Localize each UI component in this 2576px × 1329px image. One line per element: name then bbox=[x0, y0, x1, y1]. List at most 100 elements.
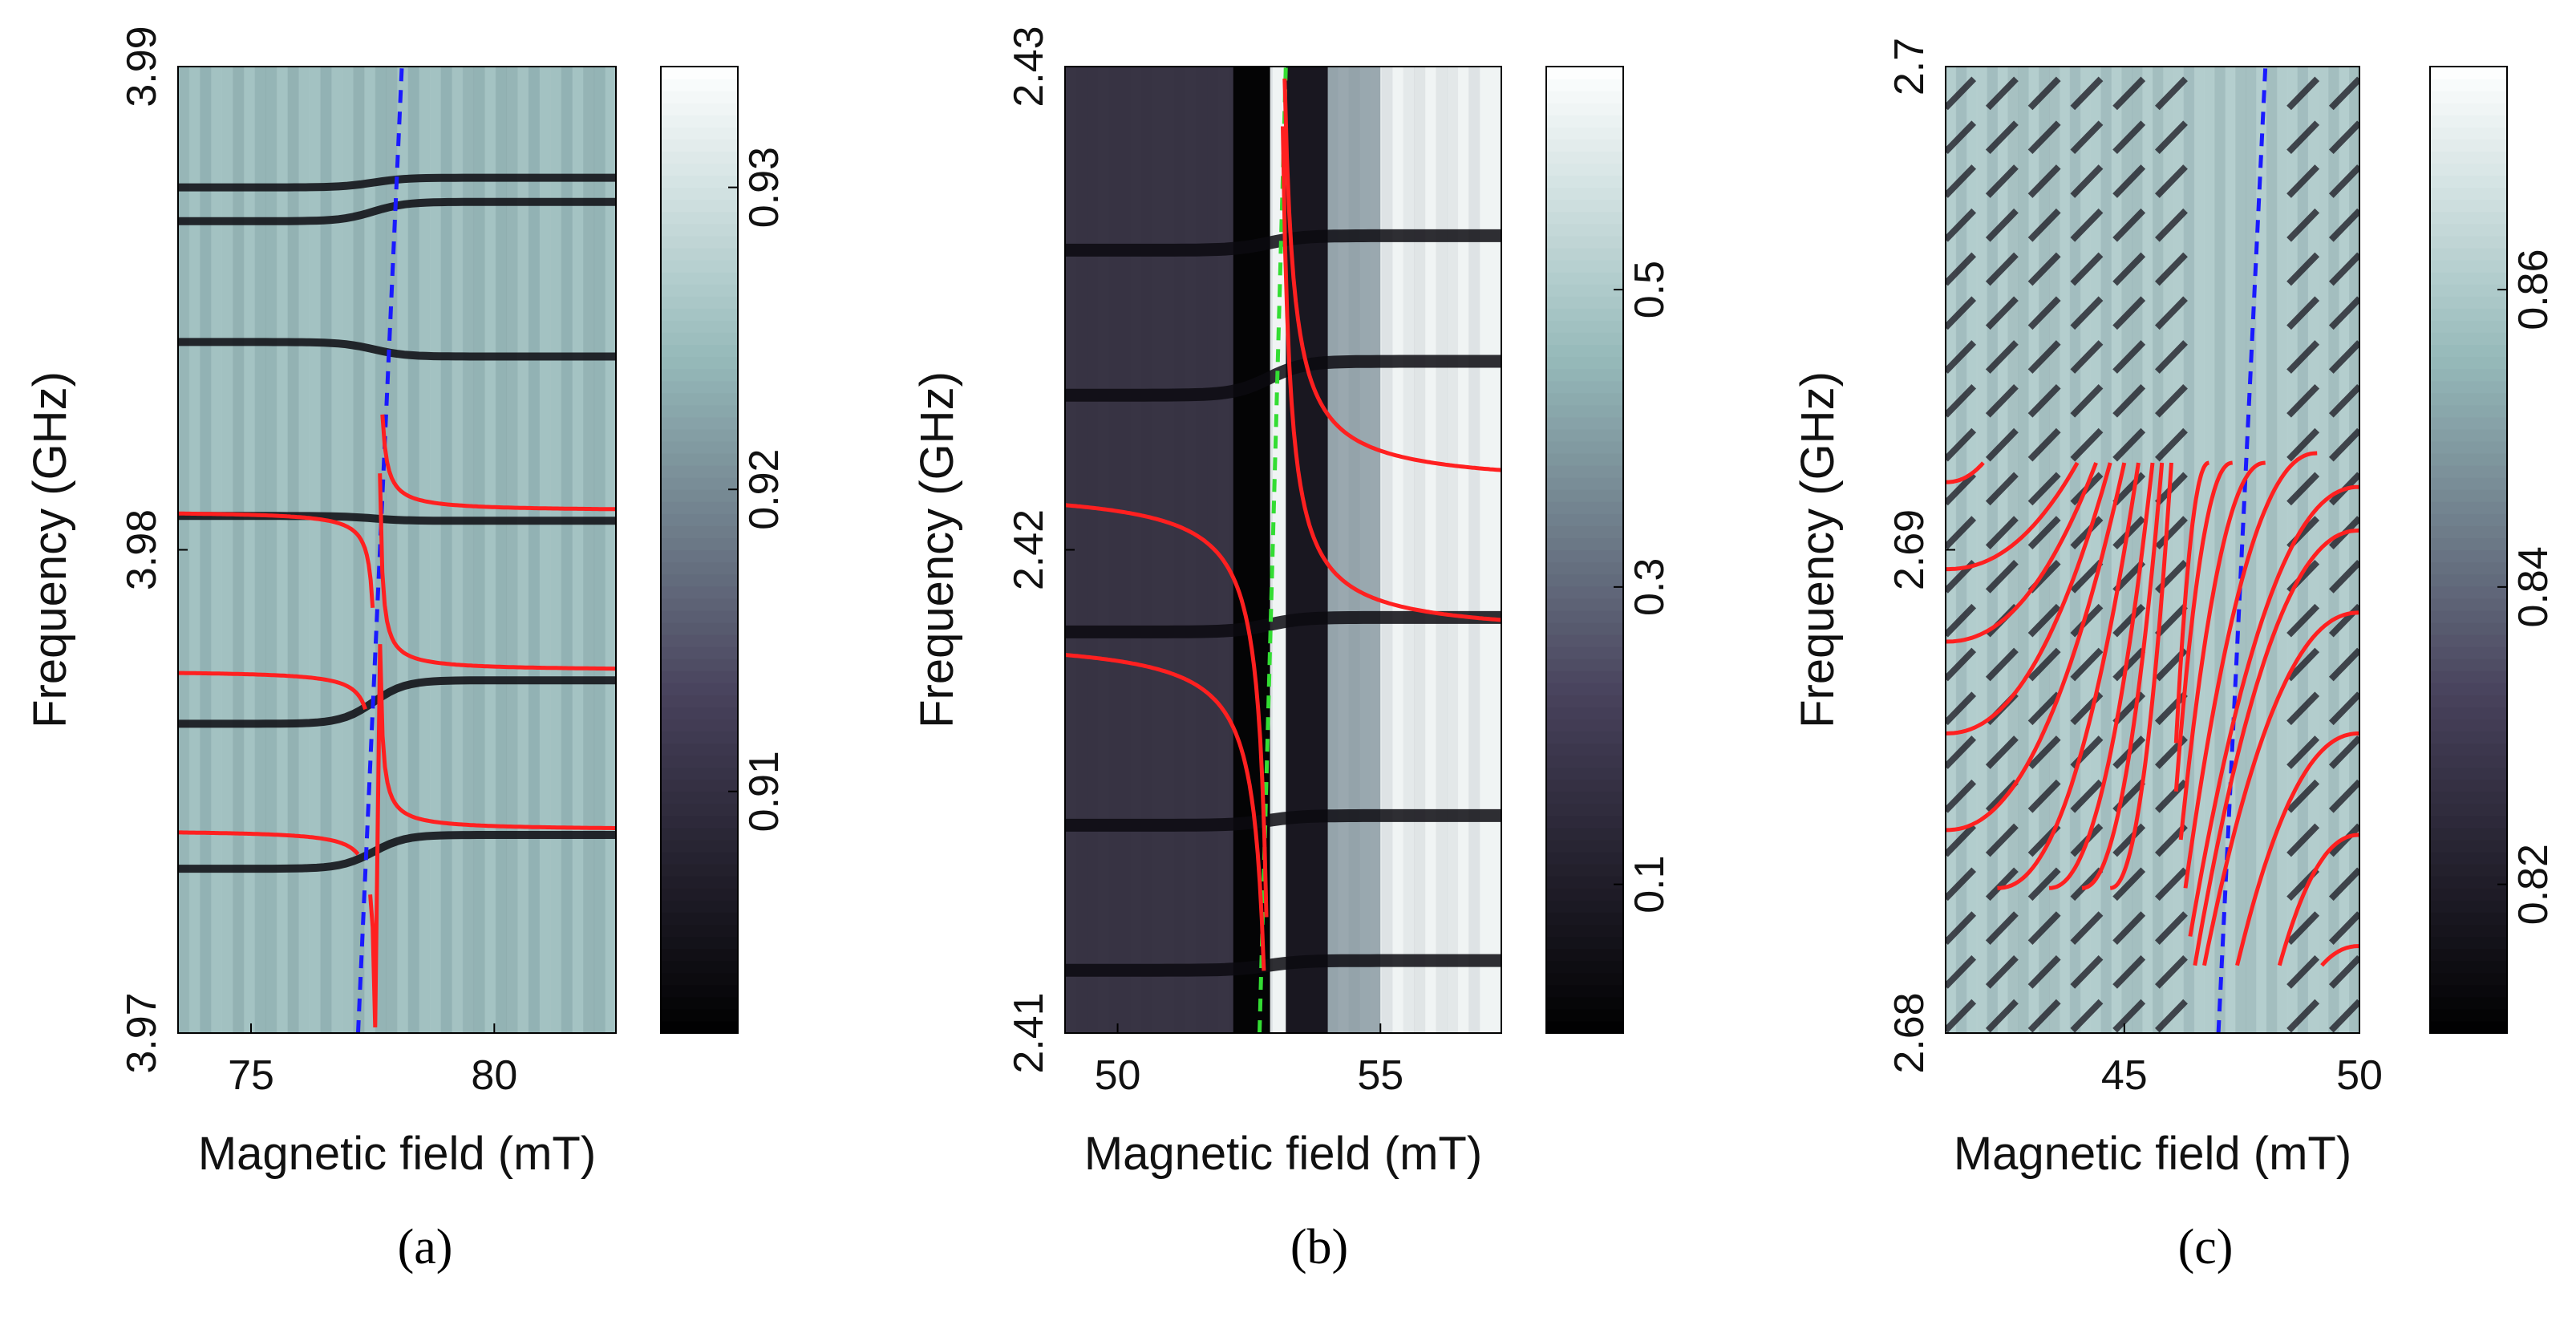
colorbar-cell bbox=[661, 610, 738, 623]
resonance-streak bbox=[2154, 691, 2188, 726]
colorbar-cell bbox=[1546, 211, 1623, 225]
resonance-streak bbox=[2112, 120, 2146, 155]
resonance-streak bbox=[2286, 735, 2320, 769]
colorbar-cell bbox=[1546, 67, 1623, 79]
colorbar-cell bbox=[661, 876, 738, 889]
colorbar-cell bbox=[2430, 815, 2507, 829]
resonance-streak bbox=[1985, 999, 2019, 1033]
colorbar-cell bbox=[2430, 646, 2507, 659]
colorbar-cell bbox=[661, 501, 738, 514]
heatmap-column bbox=[2059, 67, 2071, 1033]
resonance-line bbox=[178, 676, 616, 728]
colorbar-cell bbox=[1546, 272, 1623, 285]
colorbar-cell bbox=[2430, 416, 2507, 430]
panel-c-colorbar: 0.82 0.84 0.86 bbox=[2429, 66, 2557, 1034]
colorbar-cell bbox=[1546, 332, 1623, 346]
resonance-streak bbox=[2027, 516, 2061, 550]
fit-curve bbox=[368, 644, 616, 1027]
colorbar-cell bbox=[661, 622, 738, 635]
colorbar-cell bbox=[661, 888, 738, 901]
x-tick-label: 45 bbox=[2101, 1052, 2148, 1099]
colorbar-cell bbox=[2430, 477, 2507, 490]
heatmap-column bbox=[429, 67, 442, 1033]
resonance-streak bbox=[2027, 296, 2061, 330]
fit-curve bbox=[1281, 126, 1501, 622]
heatmap-absorption-band bbox=[1286, 67, 1328, 1033]
heatmap-column bbox=[2162, 67, 2174, 1033]
resonance-line bbox=[1065, 954, 1501, 977]
heatmap-column bbox=[254, 67, 266, 1033]
resonance-streak bbox=[2027, 603, 2061, 638]
heatmap-column bbox=[528, 67, 540, 1033]
heatmap-column bbox=[473, 67, 485, 1033]
colorbar-cell bbox=[2430, 404, 2507, 418]
resonance-streak bbox=[2070, 76, 2104, 111]
colorbar-cell bbox=[2430, 1020, 2507, 1034]
colorbar-cell bbox=[2430, 924, 2507, 938]
resonance-streak bbox=[2070, 427, 2104, 462]
resonance-line bbox=[1065, 610, 1501, 638]
y-tick-label: 2.43 bbox=[1006, 26, 1052, 107]
colorbar-cell bbox=[1546, 573, 1623, 587]
resonance-streak bbox=[1985, 296, 2019, 330]
colorbar-cell bbox=[2430, 489, 2507, 502]
colorbar-cell bbox=[661, 440, 738, 454]
resonance-streak bbox=[1946, 208, 1977, 242]
x-tick-label: 50 bbox=[1095, 1052, 1141, 1099]
colorbar-cell bbox=[1546, 1020, 1623, 1034]
colorbar-cell bbox=[2430, 247, 2507, 261]
resonance-streak bbox=[2070, 383, 2104, 418]
colorbar-cell bbox=[2430, 658, 2507, 671]
colorbar-tick-label: 0.3 bbox=[1626, 558, 1673, 616]
colorbar-cell bbox=[2430, 368, 2507, 382]
x-tick-label: 50 bbox=[2336, 1052, 2383, 1099]
heatmap-column bbox=[495, 67, 507, 1033]
heatmap-column bbox=[1447, 67, 1459, 1033]
resonance-streak bbox=[2070, 340, 2104, 374]
resonance-streak bbox=[1946, 999, 1977, 1033]
resonance-streak bbox=[2328, 691, 2359, 726]
colorbar-cell bbox=[661, 368, 738, 382]
resonance-streak bbox=[2112, 252, 2146, 286]
colorbar-cell bbox=[2430, 936, 2507, 950]
resonance-streak bbox=[2112, 955, 2146, 989]
colorbar-cell bbox=[661, 573, 738, 587]
colorbar-cell bbox=[1546, 561, 1623, 575]
colorbar-cell bbox=[661, 683, 738, 695]
colorbar-cell bbox=[661, 151, 738, 164]
colorbar-cell bbox=[2430, 695, 2507, 707]
resonance-streak bbox=[2112, 383, 2146, 418]
colorbar-cell bbox=[2430, 428, 2507, 442]
colorbar-cell bbox=[661, 79, 738, 91]
resonance-streak bbox=[1946, 76, 1977, 111]
resonance-streak bbox=[1946, 472, 1977, 506]
colorbar-cell bbox=[661, 960, 738, 974]
resonance-streak bbox=[2027, 779, 2061, 813]
fit-curve bbox=[2193, 528, 2359, 966]
colorbar-cell bbox=[661, 139, 738, 152]
heatmap-column bbox=[1479, 67, 1491, 1033]
colorbar-cell bbox=[2430, 912, 2507, 926]
resonance-streak bbox=[2070, 911, 2104, 945]
colorbar-cell bbox=[1546, 416, 1623, 430]
colorbar-cell bbox=[1546, 779, 1623, 792]
colorbar-cell bbox=[1546, 127, 1623, 140]
resonance-streak bbox=[2112, 999, 2146, 1033]
resonance-streak bbox=[2286, 999, 2320, 1033]
colorbar-cell bbox=[1546, 936, 1623, 950]
colorbar-cell bbox=[1546, 477, 1623, 490]
colorbar-cell bbox=[661, 477, 738, 490]
colorbar-cell bbox=[2430, 211, 2507, 225]
colorbar-cell bbox=[1546, 296, 1623, 309]
heatmap-column bbox=[287, 67, 299, 1033]
colorbar-cell bbox=[661, 924, 738, 938]
heatmap-column bbox=[605, 67, 616, 1033]
colorbar-cell bbox=[661, 356, 738, 370]
colorbar-cell bbox=[1546, 344, 1623, 358]
colorbar-cell bbox=[661, 428, 738, 442]
fit-curve bbox=[2320, 944, 2359, 967]
resonance-line bbox=[178, 831, 616, 873]
colorbar-cell bbox=[1546, 622, 1623, 635]
colorbar-cell bbox=[661, 755, 738, 768]
resonance-streak bbox=[2328, 296, 2359, 330]
